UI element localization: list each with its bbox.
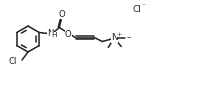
Text: ⁻: ⁻ xyxy=(142,3,145,9)
Text: +: + xyxy=(116,32,121,37)
Text: Cl: Cl xyxy=(9,57,17,66)
Text: N: N xyxy=(47,28,54,37)
Text: –: – xyxy=(126,33,130,42)
Text: N: N xyxy=(111,33,118,42)
Text: H: H xyxy=(51,32,56,38)
Text: Cl: Cl xyxy=(133,4,142,13)
Text: O: O xyxy=(65,30,72,39)
Text: O: O xyxy=(59,10,66,19)
